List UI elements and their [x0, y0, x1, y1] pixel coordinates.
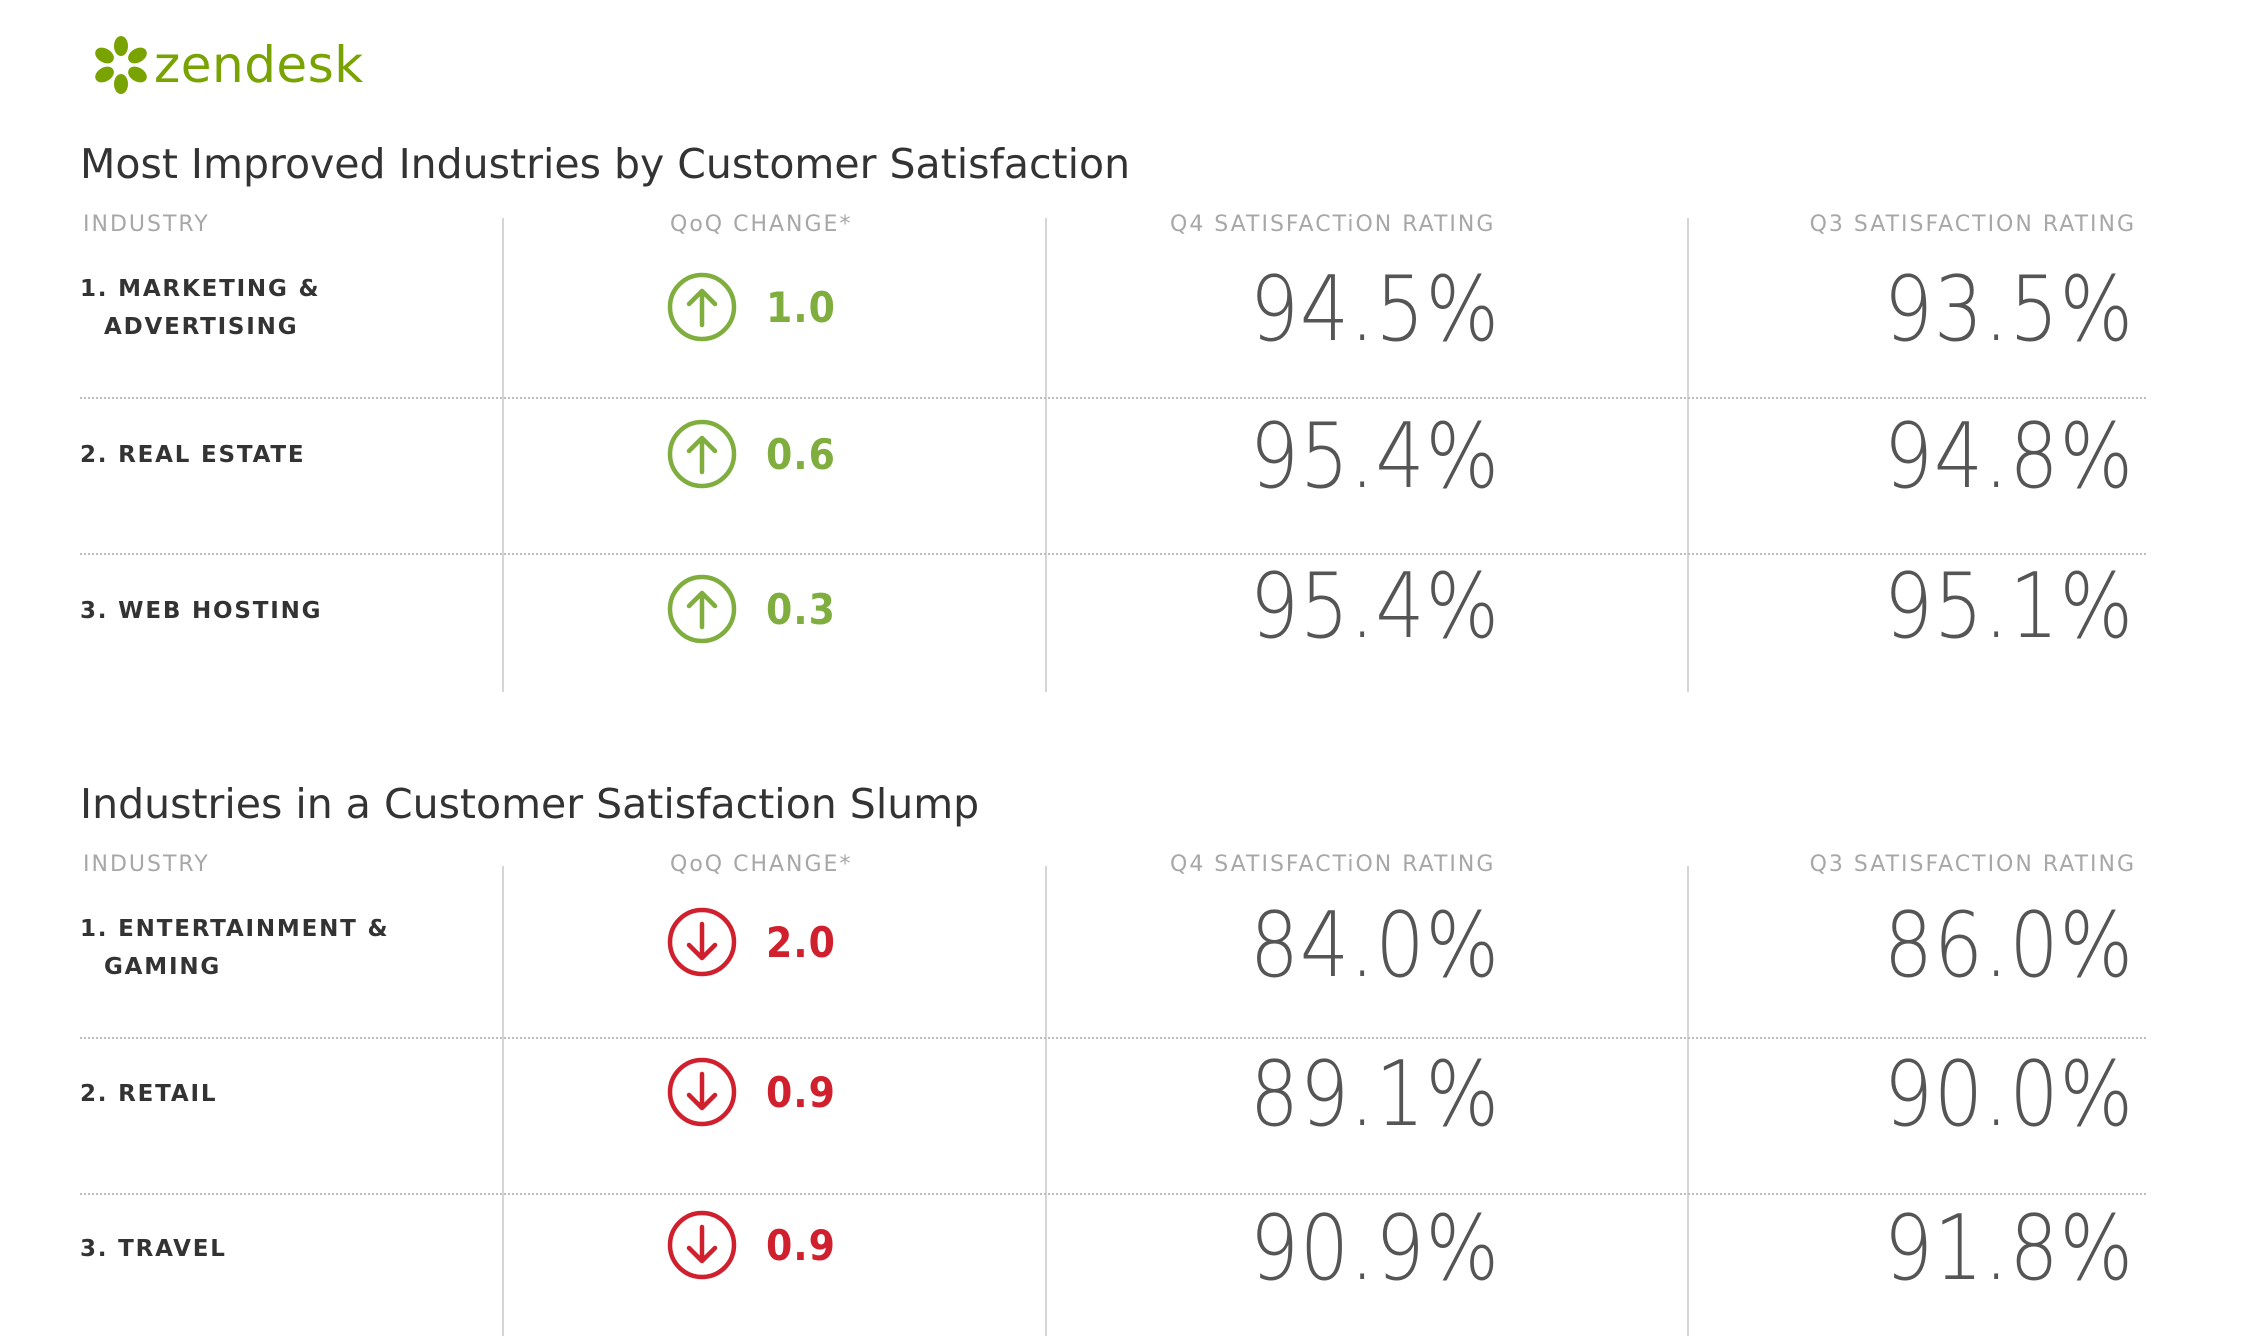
industry-name: 1. ENTERTAINMENT & GAMING: [80, 916, 390, 980]
change-value: 0.9: [766, 1067, 836, 1117]
row-divider: [80, 1037, 2146, 1039]
industry-name: 3. WEB HOSTING: [80, 598, 323, 624]
arrow-down-circle-icon: [667, 907, 737, 977]
industry-name: 2. RETAIL: [80, 1081, 218, 1107]
q4-rating: 95.4%: [1249, 554, 1500, 659]
arrow-up-circle-icon: [667, 419, 737, 489]
qoq-change: 0.9: [666, 1056, 836, 1128]
industry-name: 1. MARKETING & ADVERTISING: [80, 276, 321, 340]
row-divider: [80, 397, 2146, 399]
qoq-change: 0.3: [666, 573, 836, 645]
row-divider: [80, 553, 2146, 555]
q3-rating: 86.0%: [1883, 893, 2134, 998]
column-divider: [502, 218, 504, 692]
q3-rating: 94.8%: [1883, 404, 2134, 509]
column-divider: [502, 866, 504, 1336]
section-most-improved: Most Improved Industries by Customer Sat…: [0, 140, 2260, 700]
change-value: 0.9: [766, 1220, 836, 1270]
q4-rating: 95.4%: [1249, 404, 1500, 509]
column-divider: [1687, 866, 1689, 1336]
column-header-qoq-change: QoQ CHANGE*: [670, 852, 853, 877]
column-header-industry: INDUSTRY: [83, 212, 210, 237]
row-divider: [80, 1193, 2146, 1195]
q4-rating: 94.5%: [1249, 257, 1500, 362]
qoq-change: 0.6: [666, 418, 836, 490]
brand-name: zendesk: [154, 36, 364, 94]
q3-rating: 90.0%: [1883, 1042, 2134, 1147]
q4-rating: 90.9%: [1249, 1196, 1500, 1301]
column-divider: [1687, 218, 1689, 692]
arrow-up-circle-icon: [667, 272, 737, 342]
column-header-q4-rating: Q4 SATISFACTiON RATING: [1170, 212, 1496, 237]
column-header-q3-rating: Q3 SATISFACTION RATING: [1809, 212, 2136, 237]
change-value: 1.0: [766, 282, 836, 332]
section-title: Most Improved Industries by Customer Sat…: [80, 140, 1131, 188]
arrow-down-circle-icon: [667, 1210, 737, 1280]
column-header-q4-rating: Q4 SATISFACTiON RATING: [1170, 852, 1496, 877]
q3-rating: 93.5%: [1883, 257, 2134, 362]
column-divider: [1045, 866, 1047, 1336]
q4-rating: 89.1%: [1249, 1042, 1500, 1147]
arrow-up-circle-icon: [667, 574, 737, 644]
qoq-change: 1.0: [666, 271, 836, 343]
q3-rating: 91.8%: [1883, 1196, 2134, 1301]
column-header-industry: INDUSTRY: [83, 852, 210, 877]
zendesk-logo: zendesk: [90, 30, 364, 100]
qoq-change: 2.0: [666, 906, 836, 978]
arrow-down-circle-icon: [667, 1057, 737, 1127]
q4-rating: 84.0%: [1249, 893, 1500, 998]
change-value: 0.3: [766, 584, 836, 634]
section-satisfaction-slump: Industries in a Customer Satisfaction Sl…: [0, 780, 2260, 1340]
change-value: 2.0: [766, 917, 836, 967]
column-header-qoq-change: QoQ CHANGE*: [670, 212, 853, 237]
column-divider: [1045, 218, 1047, 692]
column-header-q3-rating: Q3 SATISFACTION RATING: [1809, 852, 2136, 877]
change-value: 0.6: [766, 429, 836, 479]
zendesk-flower-icon: [95, 36, 147, 94]
section-title: Industries in a Customer Satisfaction Sl…: [80, 780, 980, 828]
industry-name: 3. TRAVEL: [80, 1236, 227, 1262]
industry-name: 2. REAL ESTATE: [80, 442, 306, 468]
qoq-change: 0.9: [666, 1209, 836, 1281]
q3-rating: 95.1%: [1883, 554, 2134, 659]
